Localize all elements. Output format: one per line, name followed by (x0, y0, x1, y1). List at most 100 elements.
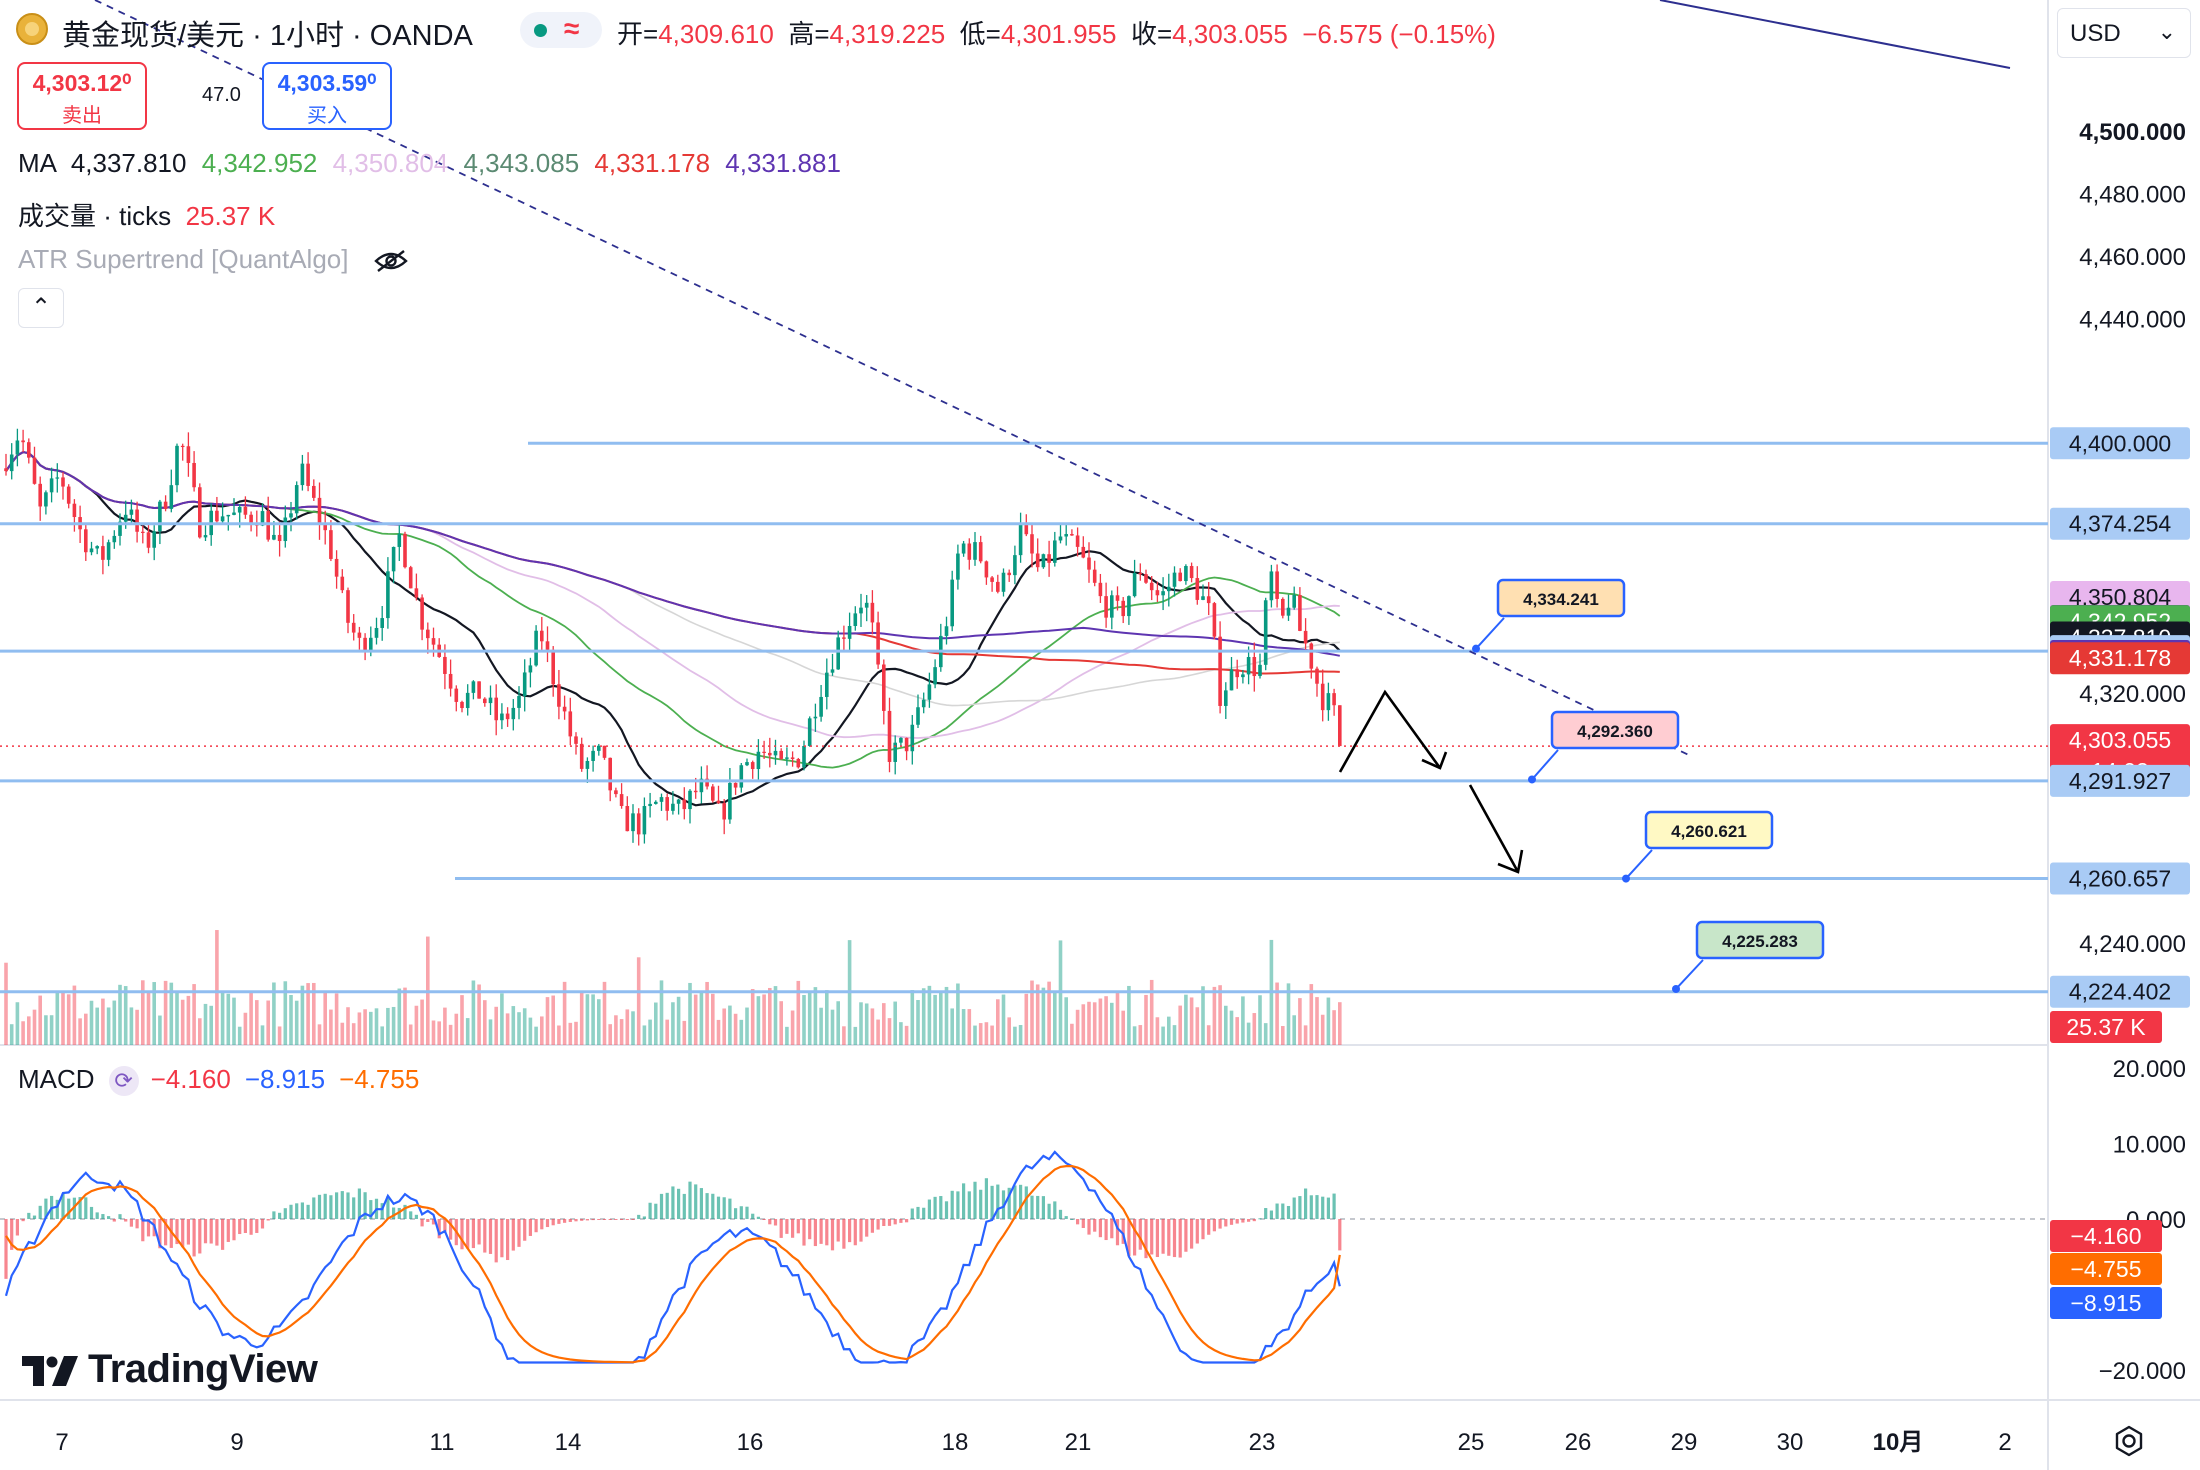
candle-body (528, 665, 533, 673)
candle-body (374, 627, 379, 638)
low-value: 4,301.955 (1000, 19, 1117, 49)
candle-body (465, 692, 470, 709)
macd-axis-label: 10.000 (2113, 1132, 2186, 1159)
candle-body (750, 762, 755, 770)
volume-bar (386, 1007, 390, 1045)
macd-histogram-bar (1258, 1218, 1262, 1220)
candle-body (1281, 598, 1285, 616)
candle-body (21, 440, 25, 443)
candle-body (1024, 524, 1029, 535)
candle-body (192, 462, 196, 488)
volume-bar (123, 986, 128, 1045)
macd-legend[interactable]: MACD ⟳ −4.160 −8.915 −4.755 (18, 1064, 433, 1097)
macd-histogram-bar (397, 1207, 401, 1219)
volume-bar (1224, 1005, 1228, 1045)
callout-leader (1625, 849, 1653, 880)
volume-bar (215, 930, 219, 1045)
time-axis-label: 14 (555, 1429, 582, 1456)
macd-histogram-bar (1064, 1216, 1068, 1219)
volume-bar (1018, 1025, 1023, 1045)
refresh-icon[interactable]: ⟳ (108, 1066, 139, 1097)
candle-body (522, 672, 527, 697)
volume-bar (135, 1009, 139, 1045)
target-price-label[interactable]: 4,225.283 (1672, 920, 1825, 993)
callout-text: 4,292.360 (1577, 722, 1653, 741)
currency-select[interactable]: USD ⌄ (2057, 8, 2191, 58)
settings-icon[interactable] (2112, 1424, 2146, 1458)
volume-bar (1218, 985, 1222, 1045)
volume-bar (146, 991, 151, 1045)
macd-histogram-bar (819, 1219, 823, 1244)
atr-legend[interactable]: ATR Supertrend [QuantAlgo] (18, 244, 408, 275)
candle-body (351, 622, 356, 633)
volume-bar (55, 992, 60, 1045)
descending-trendline[interactable] (94, 0, 1691, 757)
macd-histogram-bar (329, 1195, 333, 1219)
target-price-label[interactable]: 4,260.621 (1622, 810, 1774, 883)
candle-body (1275, 571, 1279, 599)
macd-histogram-bar (699, 1188, 703, 1219)
candle-body (1041, 554, 1046, 568)
volume-bar (1303, 1025, 1308, 1045)
volume-bar (1132, 1026, 1137, 1045)
candle-body (893, 742, 897, 762)
moving-average-line-3 (5, 451, 1340, 739)
projection-path-2[interactable] (1468, 784, 1520, 873)
candle-body (1332, 693, 1336, 706)
ma-legend[interactable]: MA 4,337.810 4,342.952 4,350.804 4,343.0… (18, 148, 841, 179)
volume-bar (1115, 992, 1120, 1045)
sell-button[interactable]: 4,303.12⁰ 卖出 (17, 62, 147, 130)
volume-bar (882, 1003, 886, 1045)
candle-body (1189, 566, 1194, 579)
candle-body (369, 637, 373, 652)
candle-body (1303, 630, 1308, 644)
collapse-legend-button[interactable]: ⌃ (18, 288, 64, 328)
volume-bar (289, 994, 293, 1045)
target-price-label[interactable]: 4,334.241 (1472, 578, 1626, 653)
macd-tag-bg (2050, 1253, 2162, 1285)
macd-histogram-bar (1190, 1219, 1194, 1249)
market-status-pill[interactable]: ≈ (520, 12, 602, 48)
candle-body (1224, 690, 1228, 706)
candle-body (186, 446, 191, 463)
macd-histogram-bar (1087, 1219, 1091, 1235)
candle-body (1298, 595, 1302, 631)
volume-bar (369, 1011, 373, 1045)
volume-bar (608, 1024, 612, 1045)
candle-body (4, 468, 8, 472)
candle-body (1092, 569, 1097, 583)
time-axis-label: 11 (430, 1429, 455, 1456)
macd-histogram-bar (203, 1219, 208, 1244)
symbol-title[interactable]: 黄金现货/美元 · 1小时 · OANDA (62, 20, 473, 52)
volume-bar (266, 1000, 270, 1045)
candle-body (1104, 596, 1108, 618)
hidden-eye-icon[interactable] (373, 250, 408, 273)
buy-button[interactable]: 4,303.59⁰ 买入 (262, 62, 392, 130)
macd-axis-tag: −8.915 (2050, 1287, 2162, 1319)
volume-bar (859, 1002, 863, 1045)
tradingview-logo[interactable]: TradingView (22, 1347, 318, 1392)
volume-legend[interactable]: 成交量 · ticks 25.37 K (18, 196, 275, 233)
candle-body (89, 548, 94, 553)
candle-body (84, 529, 88, 553)
macd-histogram-bar (243, 1219, 247, 1233)
macd-histogram-bar (1110, 1219, 1114, 1239)
volume-bar (574, 1021, 578, 1045)
projection-path-1[interactable] (1338, 689, 1442, 773)
macd-histogram-bar (471, 1219, 475, 1249)
open-value: 4,309.610 (658, 19, 774, 49)
macd-histogram-bar (545, 1219, 550, 1228)
candle-body (1246, 657, 1251, 675)
macd-histogram-bar (1053, 1201, 1057, 1219)
volume-bar (465, 1018, 470, 1045)
target-price-label[interactable]: 4,292.360 (1528, 710, 1680, 784)
callout-leader (1675, 959, 1704, 990)
brand-text: TradingView (88, 1347, 318, 1391)
candle-body (272, 534, 276, 540)
upper-trendline[interactable] (1659, 0, 2011, 69)
macd-histogram-bar (483, 1219, 487, 1253)
candle-body (990, 577, 994, 582)
macd-histogram-bar (768, 1219, 772, 1225)
macd-histogram-bar (1133, 1219, 1137, 1256)
